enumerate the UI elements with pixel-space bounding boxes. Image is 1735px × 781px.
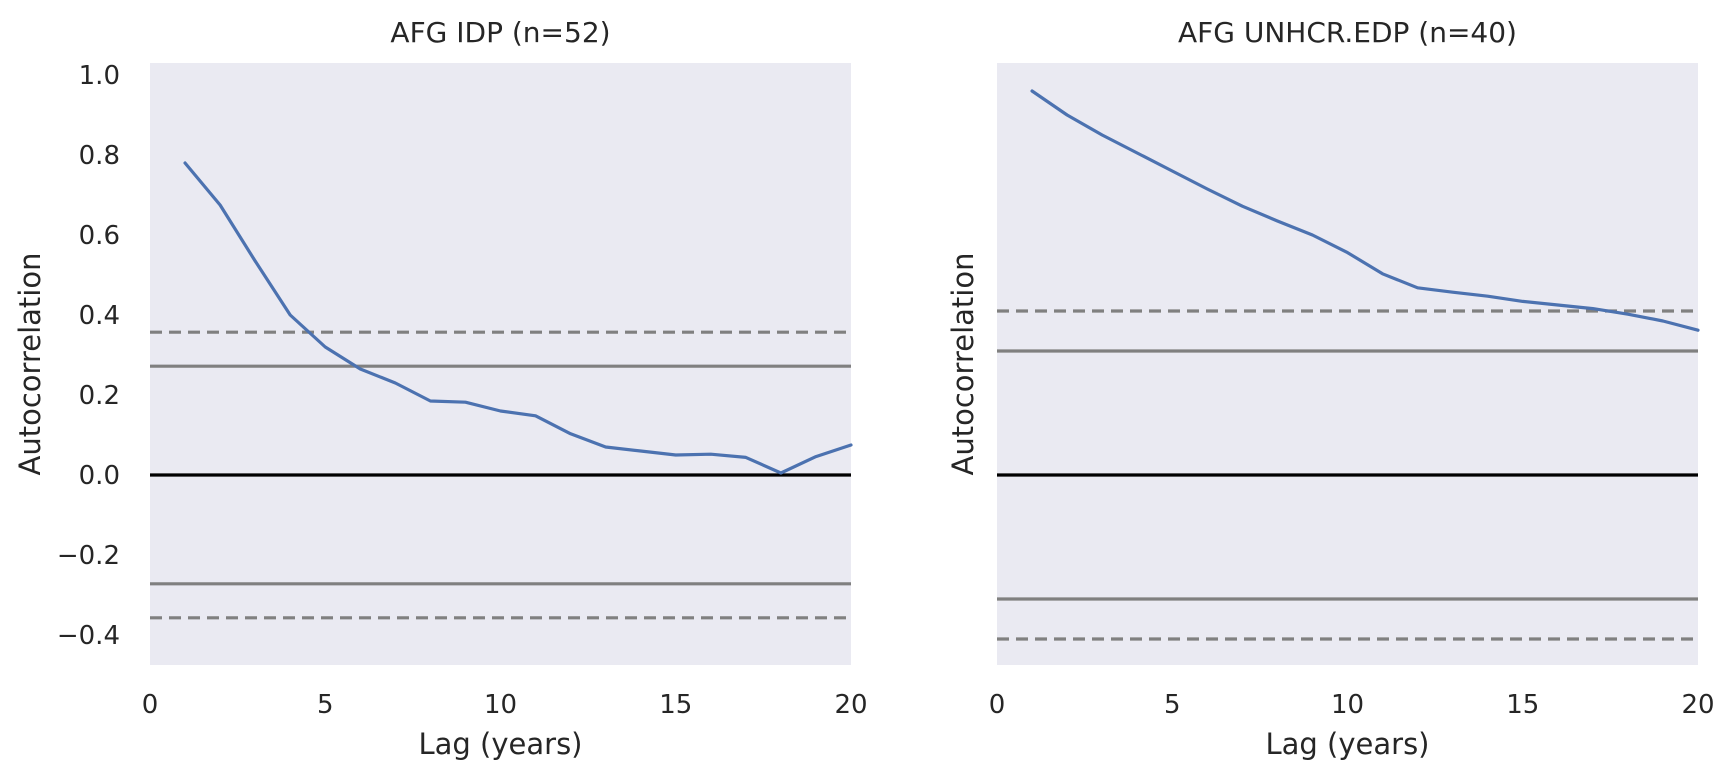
x-tick-label: 5 [317,690,334,720]
y-tick-label: 1.0 [79,61,120,91]
x-axis-label: Lag (years) [1266,727,1430,761]
y-tick-label: 0.4 [79,301,120,331]
x-tick-label: 0 [142,690,159,720]
y-axis-label: Autocorrelation [946,253,980,476]
x-tick-label: 0 [989,690,1006,720]
y-tick-label: 0.2 [79,381,120,411]
x-tick-label: 10 [1331,690,1364,720]
x-axis-label: Lag (years) [419,727,583,761]
chart-title: AFG IDP (n=52) [390,16,610,49]
acf-panel-afg-unhcr-edp: AFG UNHCR.EDP (n=40) 0 5 10 15 20 Lag (years) A… [946,16,1715,761]
y-tick-label: 0.0 [79,461,120,491]
y-tick-label: 0.6 [79,221,120,251]
y-tick-label: −0.4 [57,621,120,651]
x-tick-label: 15 [1506,690,1539,720]
plot-area [150,63,851,665]
y-tick-label: −0.2 [57,541,120,571]
acf-series-line [183,161,853,475]
x-tick-label: 10 [484,690,517,720]
x-tick-label: 20 [1681,690,1714,720]
x-tick-label: 15 [659,690,692,720]
plot-area [997,63,1698,665]
y-axis-label: Autocorrelation [13,253,47,476]
acf-series-line [1030,89,1700,332]
chart-title: AFG UNHCR.EDP (n=40) [1178,16,1517,49]
acf-panel-afg-idp: AFG IDP (n=52) 0 5 10 15 20 1.0 0.8 0.6 0.4 0.2 0.0… [13,16,868,761]
y-tick-label: 0.8 [79,141,120,171]
x-tick-label: 5 [1164,690,1181,720]
x-tick-label: 20 [834,690,867,720]
